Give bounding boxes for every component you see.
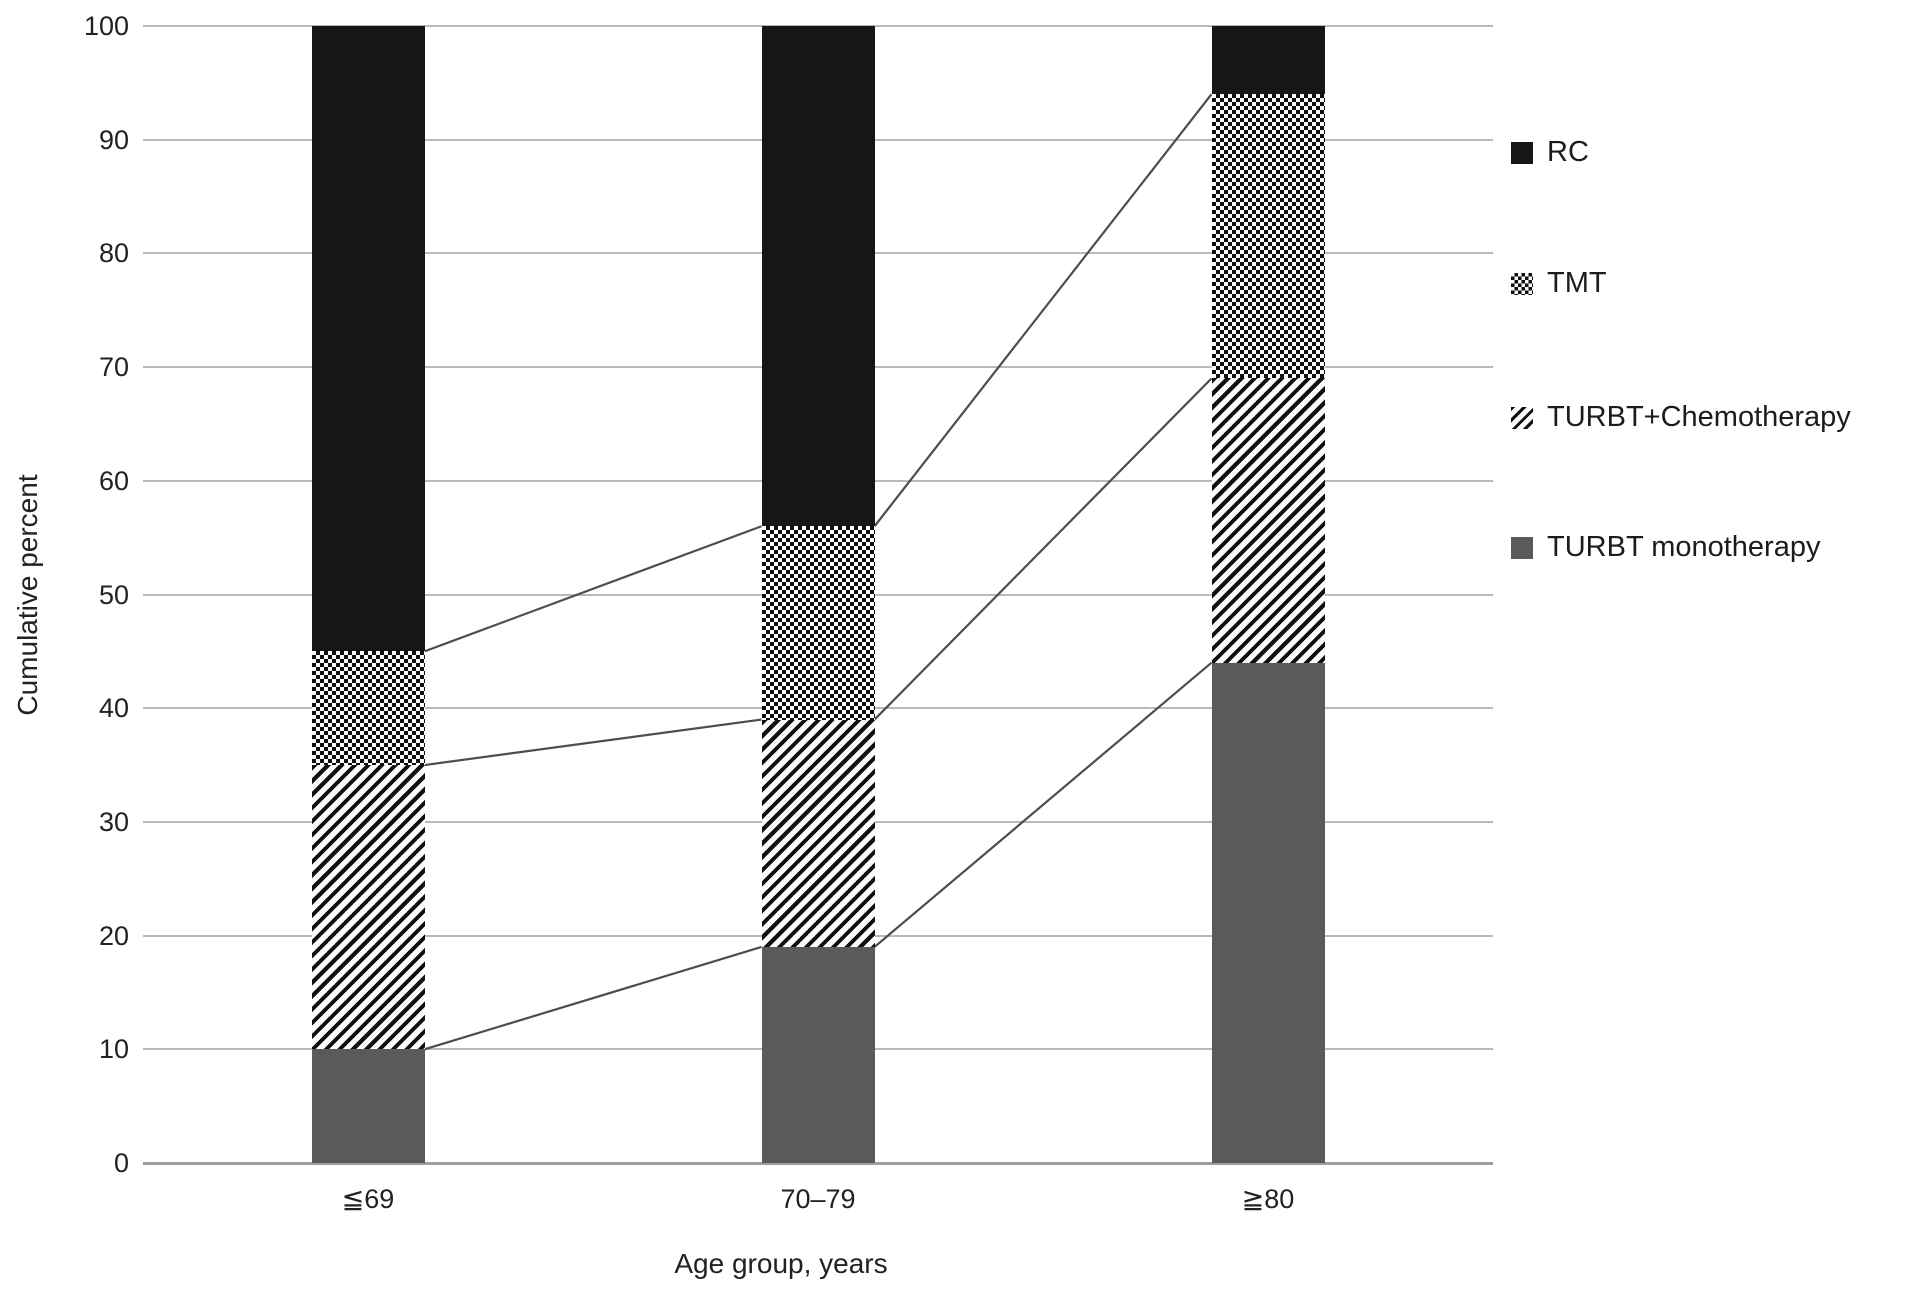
- legend-swatch-icon: [1511, 536, 1533, 559]
- connector-line: [424, 525, 762, 653]
- y-tick-label-10: 10: [98, 1034, 129, 1065]
- legend-label: RC: [1547, 136, 1589, 168]
- y-tick-label-70: 70: [98, 352, 129, 383]
- bar-segment-turbt-monotherapy: [761, 946, 875, 1163]
- legend-swatch-icon: [1511, 272, 1533, 295]
- y-tick-label-60: 60: [98, 465, 129, 496]
- connector-line: [424, 945, 762, 1051]
- connector-line: [873, 661, 1213, 948]
- bar-segment-tmt: [761, 526, 875, 720]
- bar-segment-turbt-chemotherapy: [311, 765, 425, 1050]
- legend-label: TURBT monotherapy: [1547, 531, 1821, 563]
- connector-line: [873, 93, 1213, 527]
- y-tick-label-0: 0: [113, 1148, 129, 1178]
- gridline-y-0: [143, 1162, 1493, 1165]
- bar-segment-tmt: [311, 651, 425, 766]
- bar-segment-turbt-monotherapy: [1211, 662, 1325, 1163]
- y-tick-label-90: 90: [98, 124, 129, 155]
- legend-swatch-icon: [1511, 406, 1533, 429]
- x-tick-label-2: ≧80: [1241, 1184, 1295, 1214]
- bar-segment-rc: [1211, 26, 1325, 95]
- bar-segment-tmt: [1211, 94, 1325, 379]
- x-tick-label-0: ≦69: [341, 1184, 395, 1214]
- y-tick-label-100: 100: [83, 11, 129, 41]
- connector-line: [424, 718, 762, 767]
- legend-item-turbt-monotherapy: TURBT monotherapy: [1511, 531, 1820, 564]
- y-tick-label-40: 40: [98, 693, 129, 724]
- y-tick-label-50: 50: [98, 579, 129, 610]
- legend-swatch-icon: [1511, 141, 1533, 164]
- legend-label: TMT: [1547, 267, 1607, 299]
- legend-item-turbt-chemotherapy: TURBT+Chemotherapy: [1511, 401, 1851, 434]
- legend-label: TURBT+Chemotherapy: [1547, 401, 1851, 433]
- connector-line: [873, 377, 1213, 721]
- bar-segment-turbt-chemotherapy: [1211, 378, 1325, 663]
- bar-segment-rc: [311, 26, 425, 652]
- legend-item-tmt: TMT: [1511, 267, 1607, 300]
- y-tick-label-20: 20: [98, 920, 129, 951]
- y-tick-label-80: 80: [98, 238, 129, 269]
- stack-boundary-connector-lines: [424, 93, 1213, 1051]
- bar-segment-turbt-chemotherapy: [761, 719, 875, 947]
- plot-area: [143, 25, 1493, 1165]
- bar-segment-rc: [761, 26, 875, 527]
- bar-segment-turbt-monotherapy: [311, 1049, 425, 1163]
- legend-item-rc: RC: [1511, 136, 1589, 169]
- x-axis-title: Age group, years: [674, 1248, 888, 1279]
- x-tick-label-1: 70–79: [780, 1184, 856, 1214]
- y-tick-label-30: 30: [98, 806, 129, 837]
